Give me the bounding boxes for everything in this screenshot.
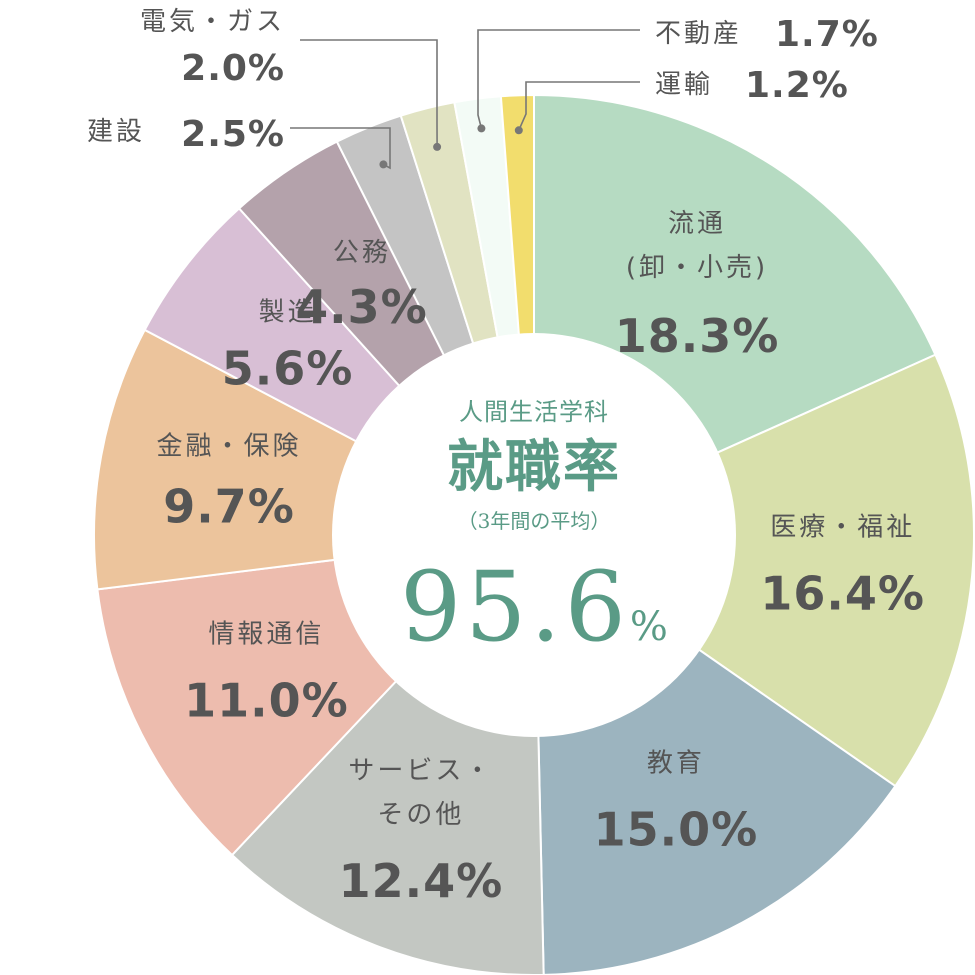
center-hole xyxy=(332,333,736,737)
slice-1-label: 流通 xyxy=(668,209,726,239)
slice-2-value: 16.4% xyxy=(760,567,925,621)
slice-12-value: 1.2% xyxy=(745,65,849,106)
center-value: 95.6 xyxy=(400,551,630,663)
slice-6-label: 金融・保険 xyxy=(156,431,301,461)
center-subtitle: 人間生活学科 xyxy=(459,398,609,426)
slice-4-value: 12.4% xyxy=(339,854,504,908)
slice-5-label: 情報通信 xyxy=(208,620,324,650)
slice-2-label: 医療・福祉 xyxy=(770,513,915,543)
center-value-line: 95.6% xyxy=(400,551,668,663)
slice-11-label: 不動産 xyxy=(655,19,742,49)
slice-4-label: サービス・ xyxy=(348,756,493,786)
slice-8-label: 公務 xyxy=(333,238,391,268)
center-title: 就職率 xyxy=(447,434,621,500)
slice-4-label: その他 xyxy=(377,800,464,830)
slice-12-label: 運輸 xyxy=(655,70,713,100)
slice-12-leader-line xyxy=(518,81,640,131)
slice-9-label: 建設 xyxy=(87,117,145,147)
center-note: （3年間の平均） xyxy=(458,509,611,533)
slice-11-leader-dot xyxy=(477,124,486,133)
slice-10-label: 電気・ガス xyxy=(140,7,285,37)
slice-3-value: 15.0% xyxy=(594,802,759,856)
slice-11-leader-line xyxy=(477,29,640,129)
slice-2 xyxy=(531,353,975,788)
slice-6-value: 9.7% xyxy=(163,479,295,533)
slice-5-value: 11.0% xyxy=(184,674,349,728)
slice-1-label: (卸・小売) xyxy=(626,253,768,283)
slice-12-leader-dot xyxy=(514,126,523,135)
slice-10-value: 2.0% xyxy=(181,48,285,89)
slice-10-leader-dot xyxy=(433,142,442,151)
slice-8-value: 4.3% xyxy=(296,280,428,334)
slice-1-value: 18.3% xyxy=(615,309,780,363)
slice-9-value: 2.5% xyxy=(181,114,285,155)
slice-11-value: 1.7% xyxy=(775,14,879,55)
slice-7-label: 製造 xyxy=(259,298,317,328)
slice-7-value: 5.6% xyxy=(222,342,354,396)
center-unit: % xyxy=(630,604,668,650)
slice-9-leader-dot xyxy=(379,160,388,169)
slice-3-label: 教育 xyxy=(647,748,705,778)
slice-10-leader-line xyxy=(300,39,438,147)
